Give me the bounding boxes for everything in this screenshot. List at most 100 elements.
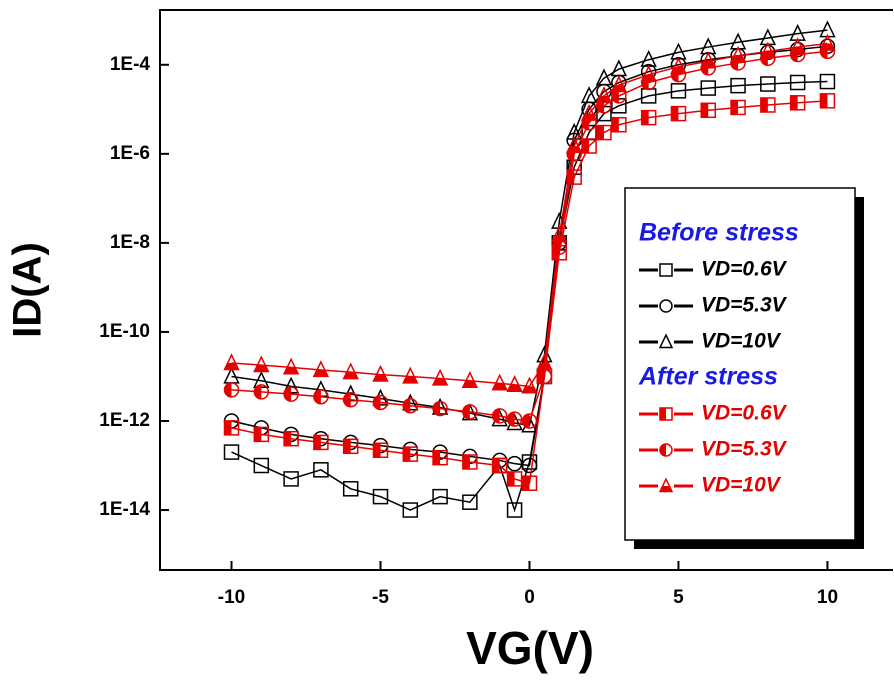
marker-fill [701,61,716,68]
marker-fill [567,145,582,153]
data-point [730,77,746,94]
marker-outline [312,360,330,378]
data-point [581,138,597,154]
data-point [402,397,419,414]
data-point [253,384,270,400]
marker-fill [507,384,522,392]
data-point [253,355,270,373]
data-point [521,457,538,474]
marker-fill [284,367,299,374]
marker-fill [403,376,418,383]
data-point [700,51,717,69]
marker-outline [640,64,657,82]
marker-outline [253,426,270,443]
marker-outline [313,389,329,405]
marker-outline [506,375,523,392]
data-point [760,97,776,113]
marker-fill [790,95,798,110]
marker-fill [462,380,477,388]
marker-outline [670,105,687,122]
data-point [759,41,777,59]
marker-fill [596,95,611,103]
data-point [700,102,717,119]
data-point [313,434,329,451]
marker-outline [789,95,806,111]
marker-outline [819,73,836,90]
marker-fill [373,443,381,458]
marker-fill [254,365,269,372]
marker-outline [432,449,448,466]
marker-fill [731,100,739,115]
marker-fill [284,431,292,446]
y-tick-label: 1E-6 [110,143,150,164]
legend-label: VD=10V [701,330,782,353]
marker-outline [402,446,419,462]
legend-label: VD=0.6V [701,402,788,425]
marker-fill [537,363,552,370]
data-point [462,494,478,510]
marker-outline [596,124,612,141]
data-point [462,404,478,420]
data-point [506,455,523,472]
marker-fill [760,97,768,112]
x-tick-label: 0 [524,587,535,608]
legend-marker [658,263,674,277]
marker-fill [671,66,686,74]
marker-fill [433,450,441,465]
data-point [819,73,836,90]
marker-fill [820,93,828,108]
data-point [342,362,359,380]
data-point [551,225,568,243]
marker-outline [283,430,299,447]
marker-outline [760,76,776,92]
data-point [223,366,240,384]
marker-outline [730,77,746,94]
data-point [789,74,806,91]
marker-outline [521,413,538,429]
marker-outline [253,457,270,474]
data-point [670,57,687,75]
marker-fill [403,447,411,462]
marker-fill [492,383,507,390]
legend-label: VD=5.3V [701,438,788,461]
data-point [760,76,776,92]
marker-fill [224,363,239,370]
marker-fill [433,378,448,385]
marker-fill [660,408,666,420]
data-point [506,411,523,427]
data-point [342,391,359,408]
marker-fill [522,476,530,491]
marker-outline [402,366,419,384]
legend-title: After stress [638,363,778,391]
legend-marker [658,333,674,349]
marker-outline [536,353,553,371]
marker-outline [659,443,673,457]
marker-outline [491,457,508,474]
marker-outline [521,475,538,491]
data-point [565,136,583,154]
legend-label: VD=5.3V [701,294,788,317]
marker-fill [731,55,746,63]
x-tick-label: 5 [673,587,684,608]
data-point [700,80,717,96]
data-point [536,353,553,371]
marker-outline [566,169,582,185]
marker-outline [313,462,329,478]
marker-outline [506,411,523,427]
marker-outline [372,442,389,459]
marker-outline [372,394,389,411]
marker-outline [565,136,583,154]
marker-outline [551,225,568,243]
data-point [432,400,448,417]
marker-outline [580,103,598,121]
marker-outline [253,371,270,388]
x-tick-label: -5 [372,587,389,608]
marker-outline [611,117,627,133]
data-point [282,357,300,375]
marker-fill [224,420,232,435]
marker-outline [700,51,717,69]
marker-outline [342,438,359,455]
data-point [372,488,389,505]
data-point [313,462,329,478]
marker-fill [760,51,775,58]
